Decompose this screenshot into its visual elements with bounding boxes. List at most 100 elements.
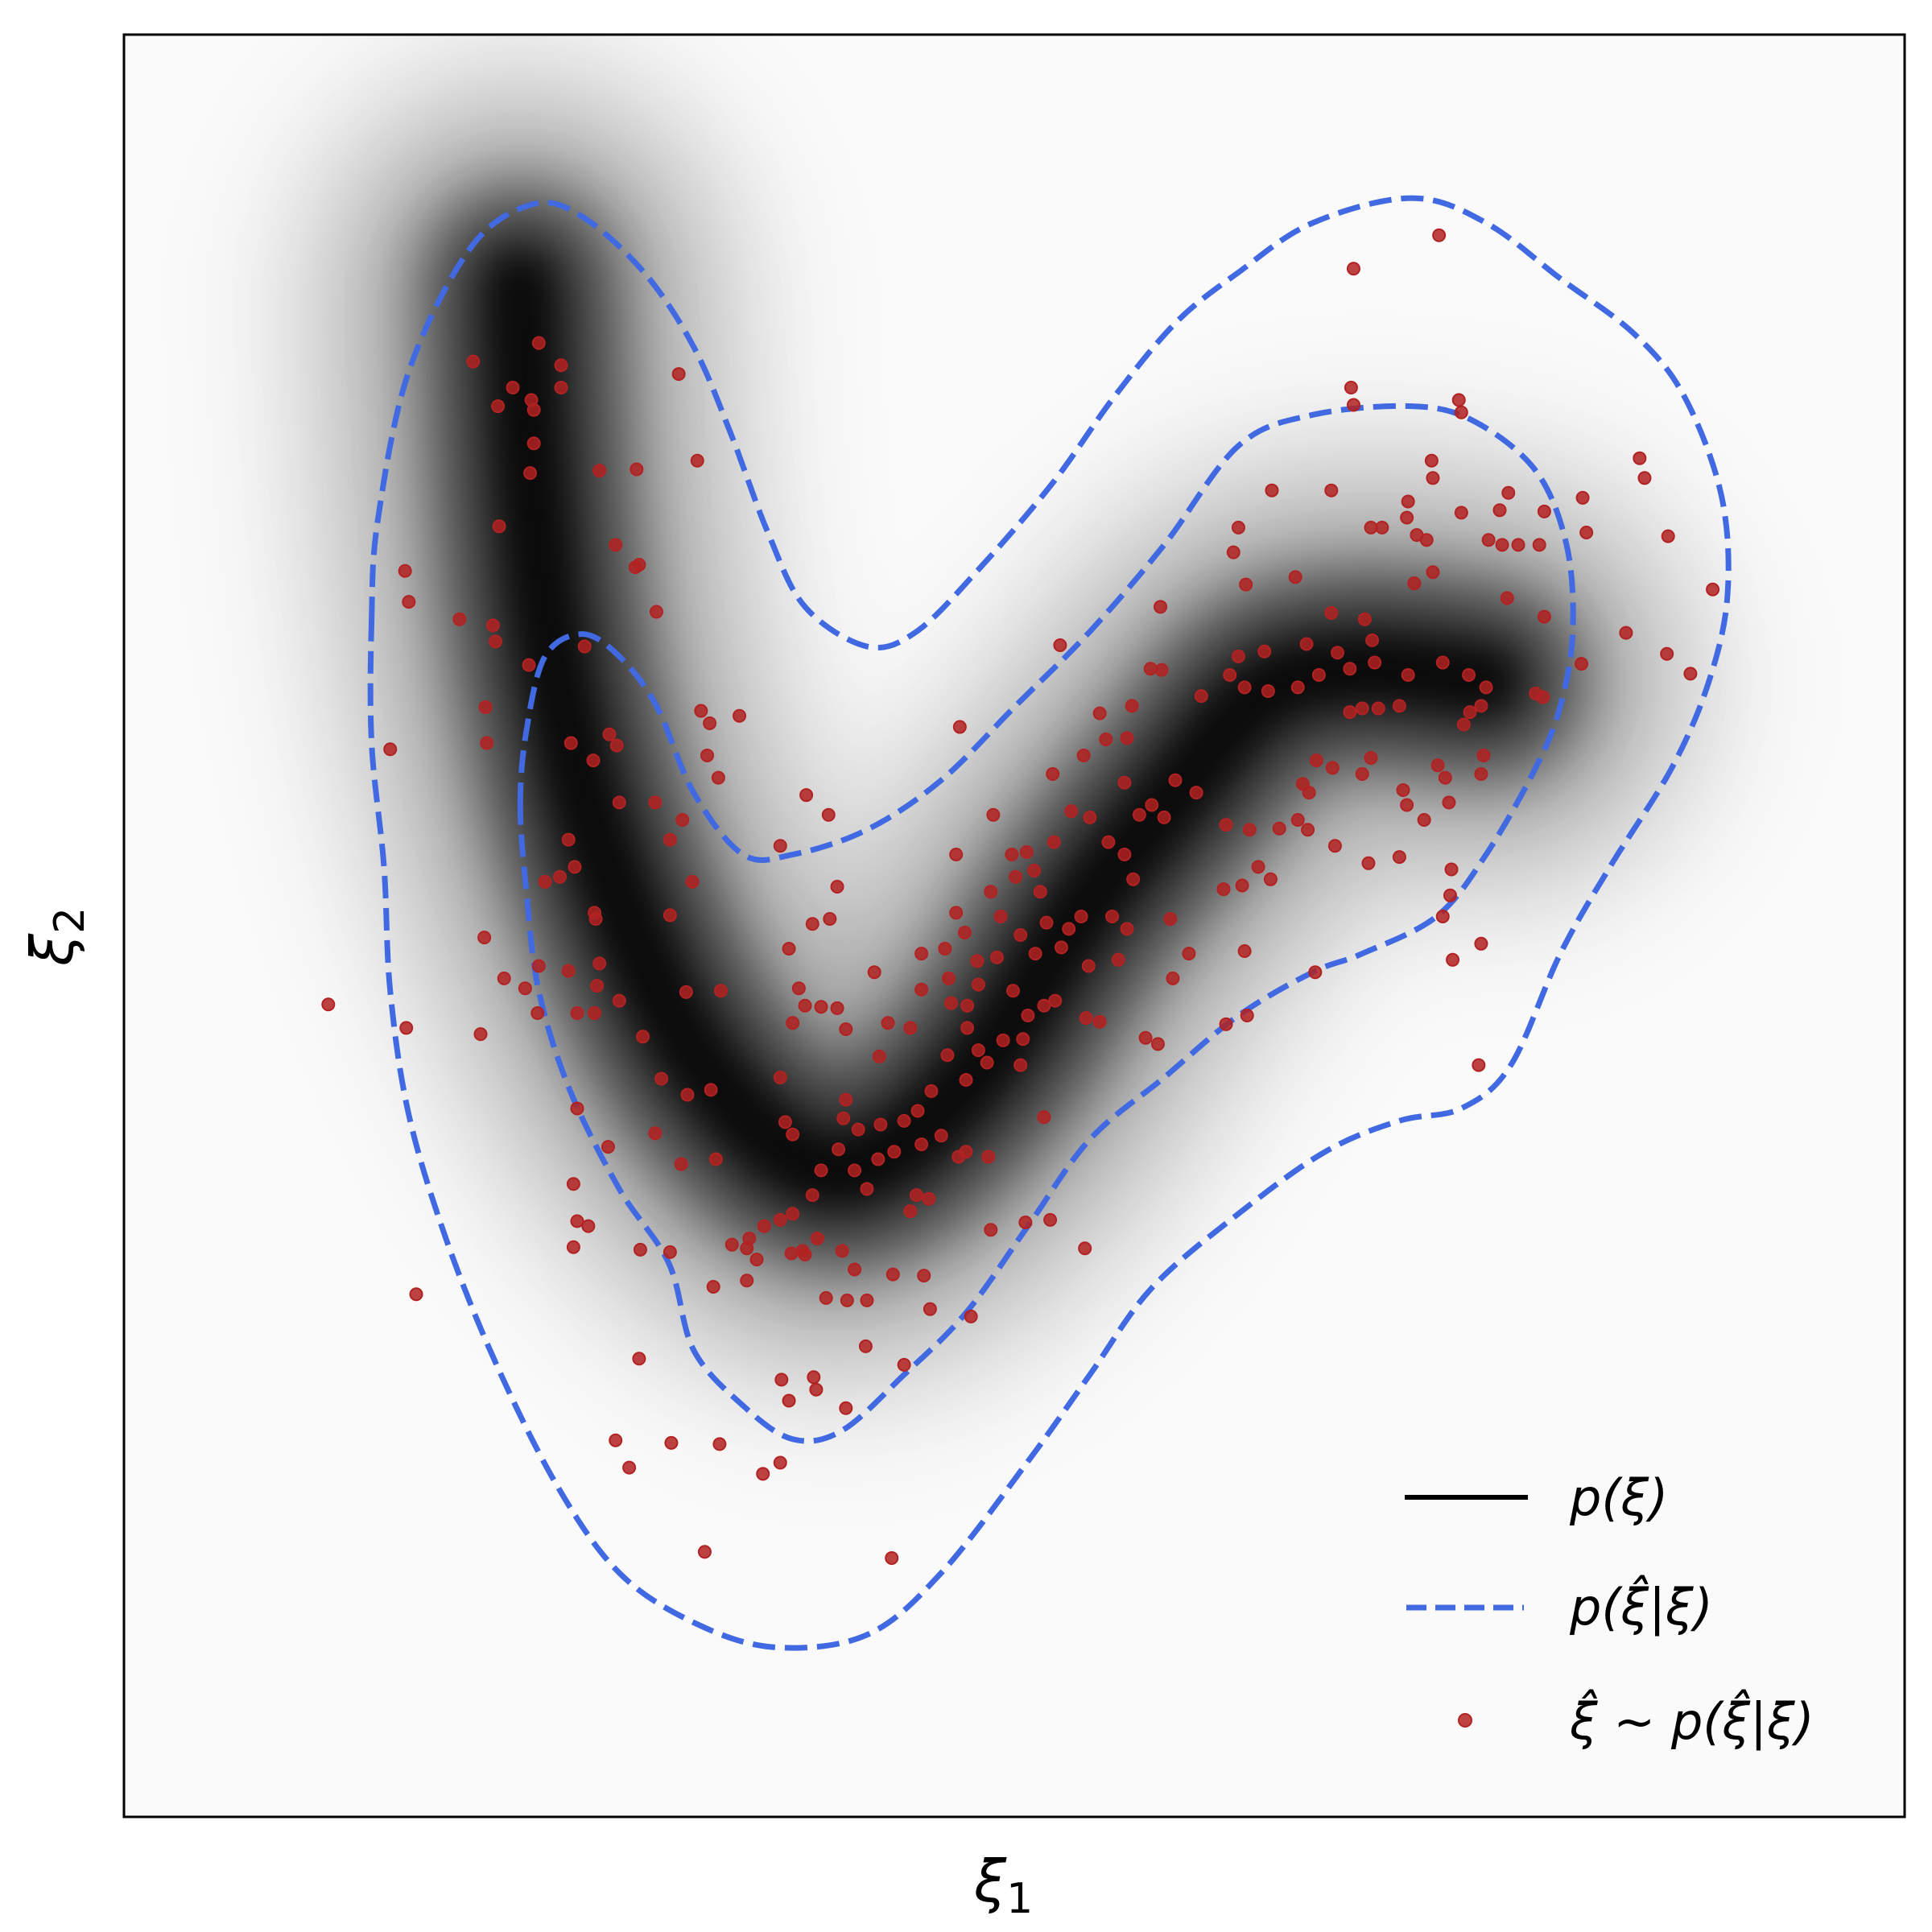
scatter-point [654,1071,669,1086]
scatter-point [694,704,708,718]
scatter-point [909,1188,923,1203]
scatter-point [1454,405,1468,419]
scatter-point [518,981,532,996]
scatter-point [1575,657,1589,671]
scatter-point [848,1163,862,1178]
scatter-point [1661,529,1675,543]
scatter-point [1157,810,1171,824]
scatter-point [1343,705,1357,720]
scatter-point [984,885,998,899]
scatter-point [523,466,538,481]
scatter-point [1660,646,1674,661]
scatter-point [632,1352,646,1366]
scatter-point [1472,1058,1486,1072]
scatter-point [522,658,536,672]
scatter-point [971,1043,985,1058]
scatter-point [814,1000,828,1014]
scatter-point [1368,655,1382,670]
scatter-point [1299,637,1314,651]
scatter-point [1064,804,1079,819]
scatter-point [839,1092,853,1107]
scatter-point [1117,848,1132,862]
scatter-point [1120,922,1134,936]
scatter-point [1078,1241,1092,1256]
scatter-point [398,564,412,578]
scatter-point [588,912,603,927]
scatter-point [1019,844,1034,859]
scatter-point [1231,520,1245,535]
x-axis-label: ξ1 [973,1847,1033,1923]
scatter-point [706,1279,720,1294]
scatter-point [774,1373,789,1387]
scatter-point [1074,909,1088,923]
scatter-point [526,436,541,451]
scatter-point [685,874,700,889]
scatter-point [934,1129,948,1143]
scatter-point [480,736,494,750]
scatter-point [1327,839,1342,853]
scatter-point [531,959,546,973]
scatter-point [1216,882,1231,897]
scatter-point [1054,940,1068,955]
scatter-point [814,1163,828,1178]
scatter-point [383,742,398,757]
scatter-point [1219,818,1233,832]
scatter-point [749,1253,764,1267]
scatter-point [1092,1014,1107,1029]
scatter-point [478,700,493,714]
scatter-point [1120,731,1134,745]
scatter-point [1343,662,1357,676]
scatter-point [1407,576,1422,591]
scatter-point [960,1021,975,1035]
scatter-point [897,1113,911,1128]
scatter-point [885,1550,899,1565]
scatter-point [1101,835,1116,849]
scatter-point [1290,812,1305,827]
scatter-point [1371,701,1385,716]
scatter-point [586,753,601,768]
scatter-point [886,1267,900,1282]
scatter-point [530,1005,545,1020]
scatter-point [1242,823,1257,837]
scatter-point [1308,965,1323,980]
scatter-point [923,1302,937,1316]
scatter-point [1474,699,1488,713]
scatter-point [938,941,952,956]
scatter-point [1346,398,1360,412]
scatter-point [1231,649,1245,663]
scatter-point [1288,570,1302,584]
scatter-point [1365,633,1380,647]
scatter-point [1033,885,1047,899]
scatter-point [703,716,717,730]
scatter-point [566,1177,580,1191]
scatter-point [561,964,576,978]
scatter-point [778,1115,792,1129]
scatter-point [1079,1011,1093,1026]
scatter-point [628,560,642,575]
scatter-point [1633,451,1647,465]
scatter-point [1401,494,1415,509]
scatter-point [1444,862,1459,877]
scatter-point [690,453,704,468]
scatter-point [697,1545,712,1559]
scatter-point [566,1240,580,1254]
scatter-point [1046,767,1060,782]
scatter-point [577,639,592,654]
scatter-point [1454,506,1468,520]
scatter-point [1092,706,1107,720]
scatter-point [680,1088,695,1102]
scatter-point [711,770,725,785]
scatter-point [840,1293,854,1307]
scatter-point [805,1188,819,1203]
scatter-point [1237,944,1252,959]
scatter-point [805,917,819,931]
scatter-point [466,354,481,369]
scatter-point [1462,667,1476,682]
scatter-point [984,1223,998,1237]
scatter-point [848,1262,862,1277]
scatter-point [851,1122,865,1137]
scatter-point [1076,748,1091,762]
scatter-point [1537,504,1551,518]
scatter-point [581,1219,596,1233]
